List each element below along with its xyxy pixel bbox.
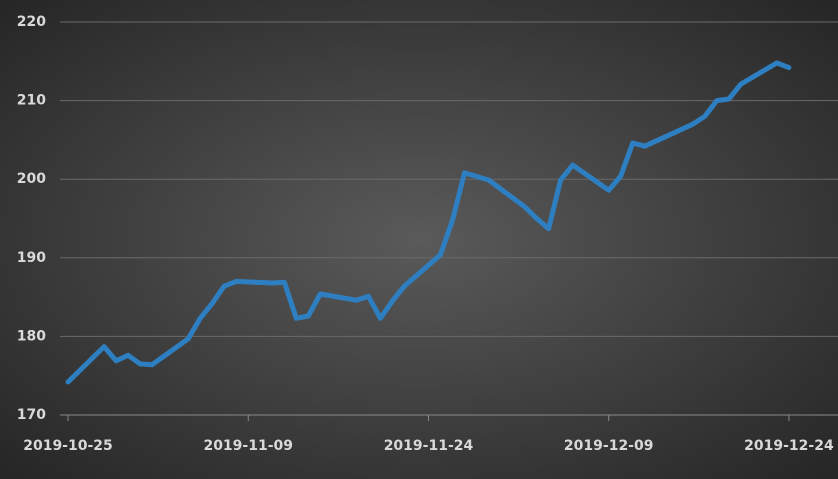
y-tick-label: 170 bbox=[17, 407, 46, 423]
y-tick-label: 210 bbox=[17, 93, 46, 109]
x-tick-label: 2019-10-25 bbox=[23, 438, 113, 454]
y-tick-label: 220 bbox=[17, 14, 46, 30]
y-tick-label: 200 bbox=[17, 171, 46, 187]
y-tick-label: 190 bbox=[17, 250, 46, 266]
y-tick-label: 180 bbox=[17, 328, 46, 344]
x-tick-label: 2019-12-24 bbox=[744, 438, 834, 454]
x-tick-label: 2019-11-09 bbox=[203, 438, 293, 454]
data-line bbox=[65, 60, 792, 385]
x-tick-label: 2019-12-09 bbox=[564, 438, 654, 454]
x-tick-label: 2019-11-24 bbox=[384, 438, 474, 454]
